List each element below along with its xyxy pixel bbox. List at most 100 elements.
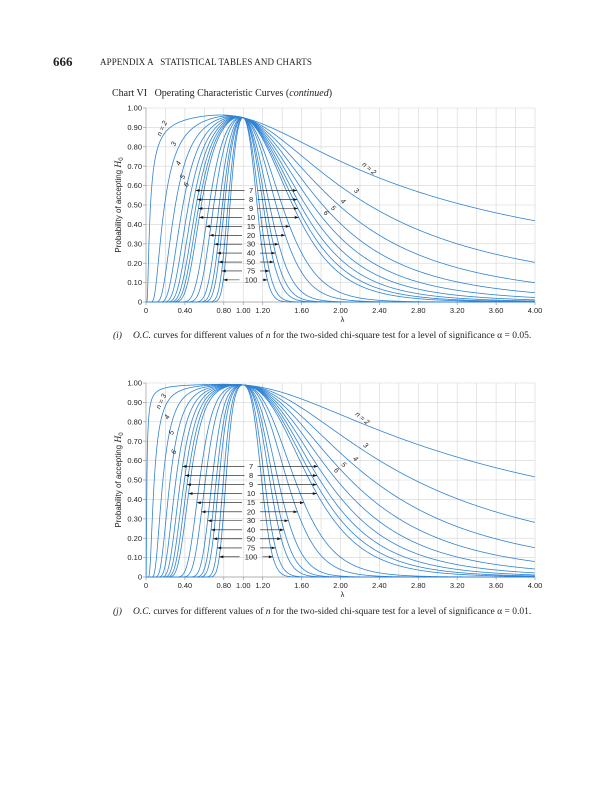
arrowhead-icon: [294, 216, 299, 219]
curve-n-label: 40: [247, 249, 255, 258]
x-tick-label: 2.80: [411, 581, 426, 590]
arrowhead-icon: [219, 555, 224, 559]
y-tick-label: 0.10: [127, 278, 142, 287]
x-axis-label: λ: [341, 590, 345, 599]
caption-j: (j) O.C. curves for different values of n…: [113, 607, 531, 617]
arrowhead-icon: [205, 224, 210, 228]
x-tick-label: 2.40: [372, 581, 387, 590]
oc-curve-n-7: [146, 384, 535, 578]
y-tick-label: 0.50: [127, 476, 142, 485]
arrowhead-icon: [223, 278, 228, 282]
x-tick-label: 2.40: [372, 306, 387, 315]
y-tick-label: 0.40: [127, 220, 142, 229]
curve-label-right: 4: [339, 198, 347, 206]
x-tick-label: 3.20: [450, 306, 465, 315]
curve-n-label: 50: [247, 258, 255, 267]
x-tick-label: 4.00: [528, 581, 543, 590]
curve-n-label: 15: [247, 498, 255, 507]
chart-i: 1.00 0.90 0.80 0.70 0.60 0.50 0.40 0.30 0.20 0.10…: [114, 104, 542, 324]
curve-label-right: 3: [361, 442, 369, 450]
arrowhead-icon: [221, 269, 226, 273]
arrowhead-icon: [271, 546, 276, 550]
x-tick-label: 0.40: [178, 306, 193, 315]
curve-label-right: 3: [352, 187, 360, 195]
arrowhead-icon: [293, 207, 298, 210]
y-tick-label: 0.70: [127, 162, 142, 171]
arrowhead-icon: [201, 510, 206, 514]
arrowhead-icon: [214, 242, 219, 246]
y-axis-label-var: H: [114, 160, 124, 169]
x-tick-label: 1.20: [255, 306, 270, 315]
oc-curve-n-9: [146, 384, 535, 578]
curve-label-left: 3: [170, 141, 178, 148]
y-tick-label: 0: [138, 298, 142, 307]
arrowhead-icon: [312, 483, 317, 487]
arrowhead-icon: [218, 260, 223, 264]
x-tick-label: 1.00: [236, 306, 251, 315]
oc-curve-n-8: [146, 116, 535, 303]
curve-n-label: 100: [245, 275, 258, 284]
y-tick-label: 1.00: [127, 379, 142, 388]
x-tick-label: 0: [144, 306, 148, 315]
arrowhead-icon: [274, 242, 279, 246]
y-tick-label: 0.60: [127, 181, 142, 190]
x-axis-label: λ: [341, 315, 345, 324]
curve-n-label: 30: [247, 516, 255, 525]
arrowhead-icon: [188, 492, 193, 495]
y-tick-label: 0.30: [127, 239, 142, 248]
curve-label-left: 4: [175, 160, 183, 167]
oc-curve-n-9: [146, 116, 535, 303]
x-tick-label: 3.20: [450, 581, 465, 590]
caption-text-2: for the two-sided chi-square test for a …: [270, 607, 532, 617]
x-tick-label: 0.80: [216, 581, 231, 590]
oc-curve-n-5: [146, 384, 535, 578]
oc-curve-n-6: [146, 384, 535, 578]
y-tick-label: 0.20: [127, 534, 142, 543]
curve-n-label: 50: [247, 534, 255, 543]
running-head: APPENDIX A STATISTICAL TABLES AND CHARTS: [100, 57, 312, 67]
arrowhead-icon: [279, 528, 284, 532]
arrowhead-icon: [207, 519, 212, 523]
curve-label-left: 4: [164, 414, 172, 421]
x-tick-label: 4.00: [528, 306, 543, 315]
curve-label-left: 5: [168, 429, 176, 436]
y-tick-label: 0.70: [127, 437, 142, 446]
arrowhead-icon: [299, 501, 304, 505]
curve-label-left: n = 2: [156, 120, 169, 137]
caption-label: (i): [113, 331, 122, 341]
arrowhead-icon: [185, 474, 190, 477]
arrowhead-icon: [271, 251, 276, 255]
curve-label-right: 6: [332, 467, 340, 475]
x-tick-label: 2.00: [333, 581, 348, 590]
caption-label: (j): [113, 607, 122, 617]
curve-n-label: 100: [245, 552, 258, 561]
curve-n-label: 10: [247, 489, 255, 498]
oc-curve-n-100: [146, 384, 535, 578]
curve-label-right: n = 2: [354, 411, 371, 427]
oc-curve-n-6: [146, 116, 535, 303]
arrowhead-icon: [313, 465, 318, 468]
y-tick-label: 0.90: [127, 123, 142, 132]
curve-label-right: 4: [351, 455, 359, 463]
curve-label-right: n = 2: [360, 161, 377, 177]
y-tick-label: 0.40: [127, 495, 142, 504]
x-tick-label: 1.20: [255, 581, 270, 590]
chart-title-suffix: ): [328, 88, 333, 99]
curve-n-label: 20: [247, 507, 255, 516]
arrowhead-icon: [197, 198, 202, 201]
x-tick-label: 0.80: [216, 306, 231, 315]
x-tick-label: 2.80: [411, 306, 426, 315]
y-tick-label: 1.00: [127, 104, 142, 113]
chart-title-prefix: Chart VI Operating Characteristic Curves…: [112, 88, 290, 99]
caption-text-2: for the two-sided chi-square test for a …: [270, 331, 532, 341]
oc-curve-n-3: [146, 115, 535, 303]
arrowhead-icon: [269, 260, 274, 264]
oc-curve-n-2: [145, 383, 535, 577]
y-tick-label: 0.60: [127, 456, 142, 465]
y-axis-label-sub: 0: [119, 432, 125, 436]
chart-title: Chart VI Operating Characteristic Curves…: [112, 88, 332, 99]
caption-var: n: [265, 331, 271, 341]
y-tick-label: 0.90: [127, 398, 142, 407]
arrowhead-icon: [312, 492, 317, 495]
